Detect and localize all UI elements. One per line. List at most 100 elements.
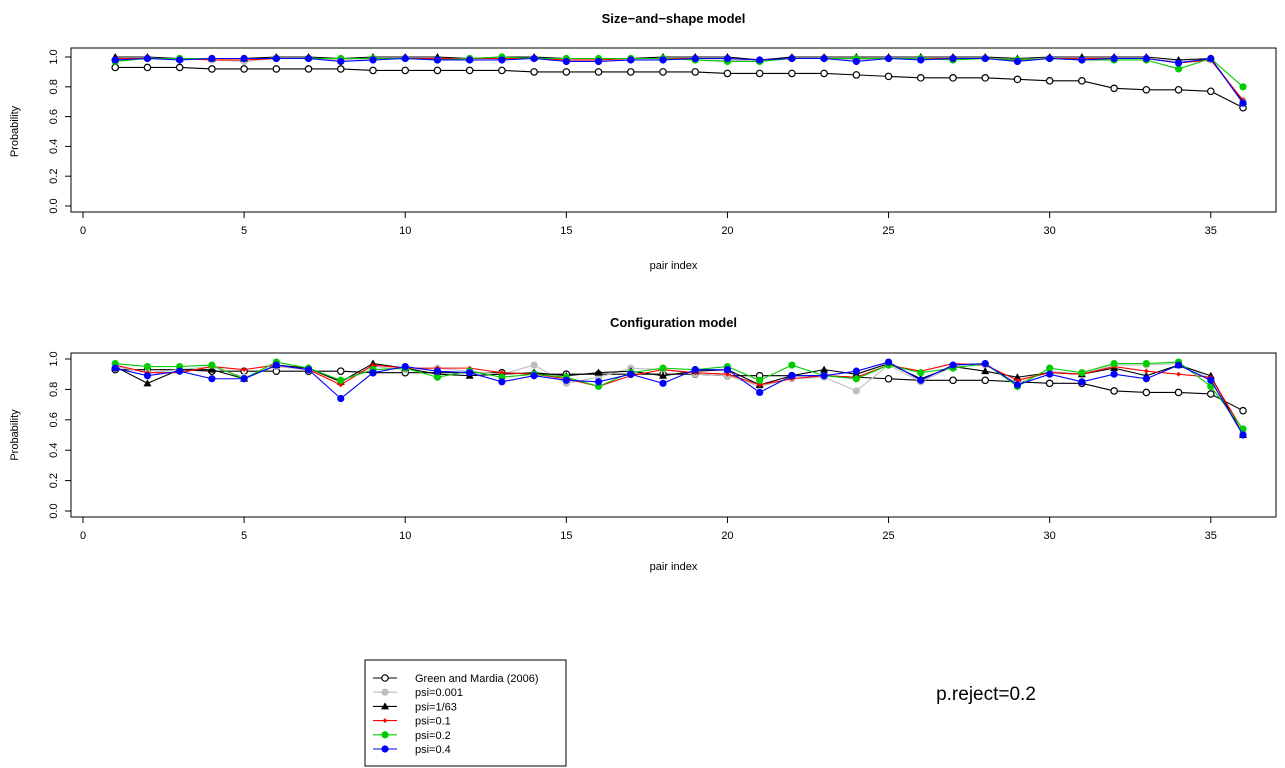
data-point xyxy=(111,364,119,372)
data-point xyxy=(917,56,925,64)
y-tick-label: 0.2 xyxy=(48,169,60,184)
data-point xyxy=(788,361,796,369)
data-point xyxy=(337,376,345,384)
data-point xyxy=(852,57,860,66)
data-point xyxy=(723,54,732,63)
y-axis-label: Probability xyxy=(9,105,21,157)
data-point xyxy=(208,65,216,73)
series-line xyxy=(115,57,1244,101)
data-point xyxy=(207,365,216,373)
data-point xyxy=(143,372,152,380)
data-point xyxy=(208,375,216,383)
data-point xyxy=(1206,390,1215,398)
data-point xyxy=(433,367,442,375)
data-point xyxy=(401,54,409,63)
data-point xyxy=(594,68,603,76)
data-point xyxy=(949,54,957,63)
plot-frame xyxy=(70,47,1277,213)
series-3 xyxy=(112,56,1246,103)
x-tick-label: 15 xyxy=(560,225,572,237)
data-point xyxy=(1078,369,1086,377)
data-point xyxy=(272,54,280,63)
series-5 xyxy=(111,358,1247,439)
data-point xyxy=(981,74,990,82)
series-1 xyxy=(111,54,1247,104)
data-point xyxy=(562,57,570,66)
data-point xyxy=(241,367,247,373)
data-point xyxy=(1013,373,1022,381)
legend-marker xyxy=(381,674,389,682)
data-point xyxy=(1078,56,1086,64)
data-point xyxy=(884,72,893,81)
p-reject-annotation: p.reject=0.2 xyxy=(936,684,1036,705)
series-line xyxy=(115,66,1244,109)
y-tick-label: 0.4 xyxy=(48,139,60,154)
data-point xyxy=(1046,54,1054,63)
data-point xyxy=(1206,87,1215,96)
data-point xyxy=(498,56,506,64)
data-point xyxy=(401,66,410,75)
data-point xyxy=(981,359,989,368)
data-point xyxy=(949,74,957,82)
data-point xyxy=(1174,59,1183,67)
data-point xyxy=(433,56,442,64)
x-tick-label: 10 xyxy=(399,530,411,542)
data-point xyxy=(820,365,829,373)
legend-label: Green and Mardia (2006) xyxy=(415,673,539,685)
series-0 xyxy=(111,63,1247,112)
data-point xyxy=(1142,375,1150,383)
data-point xyxy=(1110,387,1118,395)
data-point xyxy=(208,54,216,63)
configuration-panel: Configuration model pair index Probability… xyxy=(9,315,1277,573)
legend-entry: psi=1/63 xyxy=(373,701,457,713)
data-point xyxy=(562,68,571,76)
data-point xyxy=(176,56,184,64)
data-point xyxy=(594,57,603,66)
x-tick-label: 5 xyxy=(241,530,247,542)
y-tick-label: 0.0 xyxy=(48,198,60,213)
legend-entry: psi=0.1 xyxy=(373,716,451,728)
y-tick-label: 1.0 xyxy=(48,49,60,64)
x-tick-label: 5 xyxy=(241,225,247,237)
data-point xyxy=(272,65,281,73)
x-tick-label: 10 xyxy=(399,225,411,237)
data-point xyxy=(1239,406,1247,415)
data-point xyxy=(1142,85,1151,94)
legend-entry: psi=0.4 xyxy=(373,744,451,756)
x-tick-label: 35 xyxy=(1205,225,1217,237)
data-point xyxy=(240,65,248,73)
x-tick-label: 0 xyxy=(80,225,86,237)
data-point xyxy=(143,379,152,387)
data-point xyxy=(788,372,796,380)
legend-marker xyxy=(381,745,389,753)
data-point xyxy=(917,369,925,377)
data-point xyxy=(143,362,152,371)
x-tick-label: 15 xyxy=(560,530,572,542)
data-point xyxy=(1110,84,1118,93)
data-point xyxy=(143,54,152,63)
legend-entry: psi=0.2 xyxy=(373,730,451,742)
y-tick-label: 0.6 xyxy=(48,412,60,427)
x-tick-label: 25 xyxy=(882,225,894,237)
data-point xyxy=(369,66,377,75)
legend-marker xyxy=(381,731,389,739)
data-point xyxy=(1207,54,1215,63)
x-tick-label: 30 xyxy=(1044,225,1056,237)
data-point xyxy=(1045,379,1054,388)
data-point xyxy=(466,56,474,64)
data-point xyxy=(336,65,345,73)
data-point xyxy=(240,54,248,63)
x-tick-label: 25 xyxy=(882,530,894,542)
data-point xyxy=(530,54,538,63)
data-point xyxy=(304,54,313,63)
data-point xyxy=(1239,83,1247,91)
chart-title: Configuration model xyxy=(610,315,737,330)
data-point xyxy=(208,361,216,369)
data-point xyxy=(176,367,184,375)
data-point xyxy=(1239,99,1247,107)
series-line xyxy=(115,361,1244,430)
plot-frame xyxy=(70,352,1277,518)
x-tick-label: 0 xyxy=(80,530,86,542)
y-tick-label: 0.6 xyxy=(48,109,60,124)
data-point xyxy=(337,394,345,403)
